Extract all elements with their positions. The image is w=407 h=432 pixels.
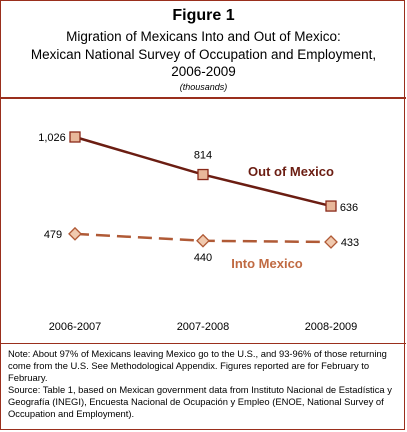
notes-block: Note: About 97% of Mexicans leaving Mexi…: [8, 348, 400, 420]
data-point-out-of-mexico: [69, 131, 81, 143]
data-label-out-of-mexico: 636: [340, 202, 358, 214]
x-tick-label: 2008-2009: [305, 321, 358, 333]
header-divider: [1, 97, 406, 99]
data-point-out-of-mexico: [325, 200, 337, 212]
note-text: Note: About 97% of Mexicans leaving Mexi…: [8, 348, 387, 383]
data-label-out-of-mexico: 814: [194, 150, 212, 162]
data-label-into-mexico: 433: [341, 237, 359, 249]
data-label-into-mexico: 440: [194, 252, 212, 264]
figure-label: Figure 1: [172, 7, 235, 24]
notes-divider: [1, 343, 406, 344]
data-point-into-mexico: [68, 226, 82, 241]
figure-header: Figure 1 Migration of Mexicans Into and …: [1, 1, 406, 95]
data-label-out-of-mexico: 1,026: [38, 132, 66, 144]
data-point-into-mexico: [196, 233, 210, 248]
chart-title-line-1: Migration of Mexicans Into and Out of Me…: [66, 29, 341, 44]
series-label-out-of-mexico: Out of Mexico: [248, 164, 334, 179]
source-text: Source: Table 1, based on Mexican govern…: [8, 384, 392, 419]
data-point-into-mexico: [324, 235, 338, 249]
chart-title-line-2: Mexican National Survey of Occupation an…: [30, 47, 377, 62]
series-label-into-mexico: Into Mexico: [231, 256, 303, 271]
data-point-out-of-mexico: [197, 168, 209, 181]
chart-title-line-3: 2006-2009: [171, 64, 236, 79]
x-tick-label: 2006-2007: [49, 321, 102, 333]
line-chart: 2006-2007 2007-2008 2008-2009 1,026 814 636 Ou…: [38, 131, 359, 333]
data-label-into-mexico: 479: [44, 229, 62, 241]
x-tick-label: 2007-2008: [177, 321, 230, 333]
chart-units: (thousands): [179, 82, 228, 92]
